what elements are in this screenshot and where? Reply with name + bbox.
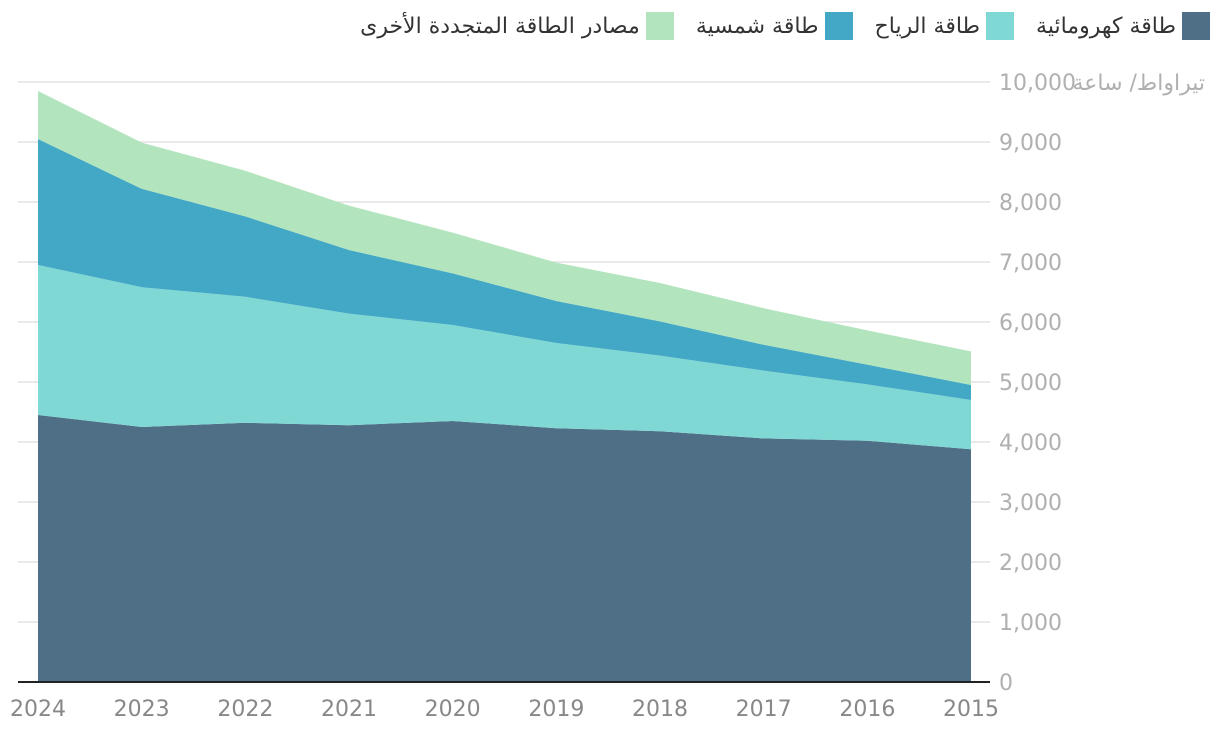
y-tick-label: 9,000	[999, 131, 1062, 156]
legend-swatch-solar	[824, 12, 853, 40]
y-tick-label: 3,000	[999, 491, 1062, 516]
legend-label-solar: طاقة شمسية	[695, 13, 819, 39]
y-tick-label: 6,000	[999, 311, 1062, 336]
area-series-0	[38, 415, 971, 682]
legend: طاقة كهرومائية طاقة الرياح طاقة شمسية مص…	[360, 12, 1210, 40]
y-tick-label: 8,000	[999, 191, 1062, 216]
legend-label-other: مصادر الطاقة المتجددة الأخرى	[360, 13, 640, 39]
x-tick-label: 2024	[10, 697, 66, 722]
legend-item-wind: طاقة الرياح	[875, 12, 1015, 40]
y-tick-label: 4,000	[999, 431, 1062, 456]
y-tick-label: 0	[999, 671, 1013, 696]
y-tick-label: 7,000	[999, 251, 1062, 276]
y-tick-label: 1,000	[999, 611, 1062, 636]
y-tick-label: 10,000	[999, 71, 1076, 96]
x-tick-label: 2015	[943, 697, 999, 722]
legend-item-solar: طاقة شمسية	[696, 12, 853, 40]
y-tick-label: 2,000	[999, 551, 1062, 576]
x-tick-label: 2018	[632, 697, 688, 722]
legend-label-hydro: طاقة كهرومائية	[1036, 13, 1176, 39]
x-tick-label: 2016	[839, 697, 895, 722]
legend-swatch-other	[645, 12, 674, 40]
area-series-2	[38, 139, 971, 400]
legend-swatch-hydro	[1182, 12, 1210, 40]
y-tick-label: 5,000	[999, 371, 1062, 396]
legend-item-hydro: طاقة كهرومائية	[1036, 12, 1210, 40]
y-axis-unit-label: تيراواط/ ساعة	[1072, 71, 1205, 96]
x-tick-label: 2019	[528, 697, 584, 722]
legend-label-wind: طاقة الرياح	[874, 13, 981, 39]
area-series-3	[38, 91, 971, 385]
x-tick-label: 2023	[114, 697, 170, 722]
x-tick-label: 2017	[736, 697, 792, 722]
area-series-1	[38, 265, 971, 450]
x-tick-label: 2022	[217, 697, 273, 722]
x-tick-label: 2021	[321, 697, 377, 722]
legend-swatch-wind	[986, 12, 1015, 40]
x-tick-label: 2020	[425, 697, 481, 722]
legend-item-other: مصادر الطاقة المتجددة الأخرى	[360, 12, 674, 40]
